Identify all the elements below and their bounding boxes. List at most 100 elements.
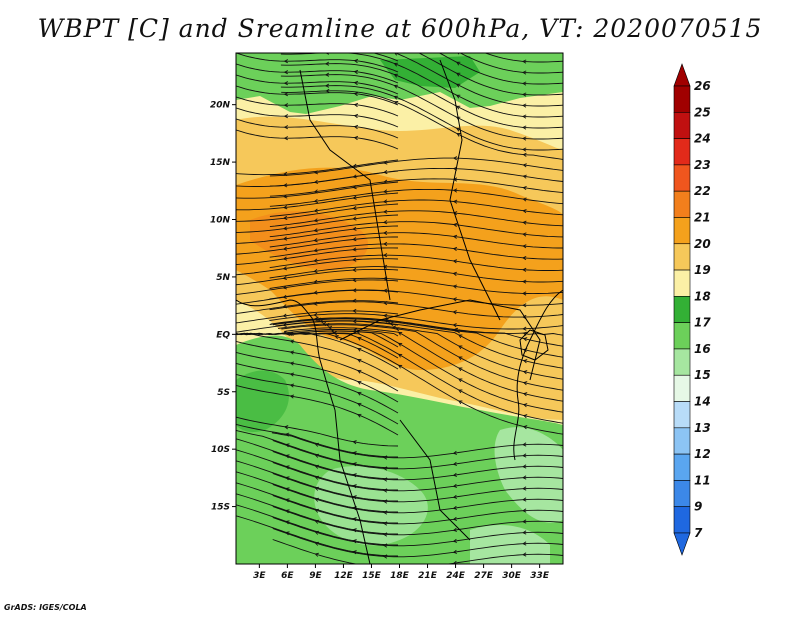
streamline-arrow [455,72,461,77]
streamline-arrow [352,267,357,273]
streamline [236,504,399,546]
streamline [236,225,399,244]
streamline-arrow [452,450,458,455]
streamline [236,258,399,276]
lat-tick-label: 15N [210,158,231,168]
streamline-arrow [393,95,398,100]
colorbar-segment [673,453,691,481]
streamline [272,462,563,492]
streamline-arrow [353,91,359,97]
streamline [272,539,563,564]
colorbar-segment [673,480,691,508]
streamline [236,373,399,425]
streamline-arrow [455,94,461,99]
streamline [283,327,563,402]
streamline-arrow [452,505,458,510]
colorbar-segment [673,269,691,297]
streamline-arrow [357,358,362,363]
streamline [236,192,399,211]
colorbar-segment [673,506,691,534]
colorbar-label: 26 [694,79,711,93]
colorbar-label: 20 [694,237,711,251]
streamline-arrow [522,291,527,296]
colorbar-label: 24 [694,132,711,146]
streamline [236,53,399,73]
streamline-arrow [452,310,457,315]
streamline-arrow [394,53,398,56]
streamline-arrow [452,234,458,239]
streamline-arrow [522,125,527,130]
streamline-arrow [458,334,463,339]
streamline-arrow [352,451,357,456]
streamline-arrow [357,347,362,352]
streamline-arrow [452,483,458,488]
streamline [269,199,563,217]
streamline [236,279,399,296]
streamline-arrow [393,73,398,78]
field-south-darkgreen [236,370,289,433]
colorbar-label: 9 [694,500,702,514]
streamline [236,300,399,315]
streamline-arrow [389,321,394,326]
streamline [236,96,399,117]
streamline-arrow [383,179,388,184]
streamline [271,432,563,459]
streamline-arrow [522,303,527,308]
streamline [418,53,563,96]
streamline [272,484,563,514]
streamline-arrow [522,152,527,157]
streamline-arrow [352,528,357,533]
streamline-arrow [353,102,359,108]
streamline-arrow [522,381,528,386]
streamline-arrow [313,238,318,243]
streamline-arrow [282,266,288,271]
streamline [269,210,563,228]
streamline-arrow [357,336,362,341]
streamline [394,53,563,107]
streamline-arrow [382,230,388,235]
border-line-1 [299,69,391,301]
lon-tick-label: 30E [502,571,522,581]
streamline-arrow [522,541,527,546]
streamline-arrow [353,113,359,119]
field-south-lightgreen-1 [494,427,563,523]
lat-tick-label: 10S [211,445,230,455]
coastline-east [513,289,563,461]
streamline-arrow [313,279,318,284]
streamline [269,232,563,249]
streamline [236,236,398,255]
streamline-arrow [458,378,463,383]
streamline-arrow [313,301,318,306]
streamline-arrow [352,278,357,283]
streamline-arrow [352,539,357,544]
streamline-arrow [332,331,337,336]
streamline-arrow [458,389,463,394]
streamline-arrow [452,516,458,521]
streamline-arrow [282,236,288,241]
streamline-arrow [393,62,398,67]
streamline-arrow [325,53,330,55]
streamline-arrow [353,80,359,86]
streamline-arrow [313,228,318,233]
streamline [236,429,399,469]
streamline-arrow [282,313,287,318]
colorbar-label: 12 [694,447,711,461]
streamline-arrow [313,218,318,223]
streamline-arrow [316,317,321,322]
streamline-arrow [452,323,457,328]
streamline-arrow [353,69,359,75]
streamline-arrow [283,103,289,108]
streamline [269,313,563,330]
streamline [236,515,399,557]
streamline [269,301,563,318]
streamline [236,181,399,199]
streamline-arrow [324,61,330,66]
streamline [236,268,399,286]
streamline-arrow [397,342,403,347]
streamline-arrow [352,473,357,478]
streamline-arrow [522,147,527,152]
streamline-arrow [383,189,388,194]
streamline-arrow [357,391,362,396]
streamline-arrow [352,206,357,211]
streamline-arrow [352,440,357,445]
